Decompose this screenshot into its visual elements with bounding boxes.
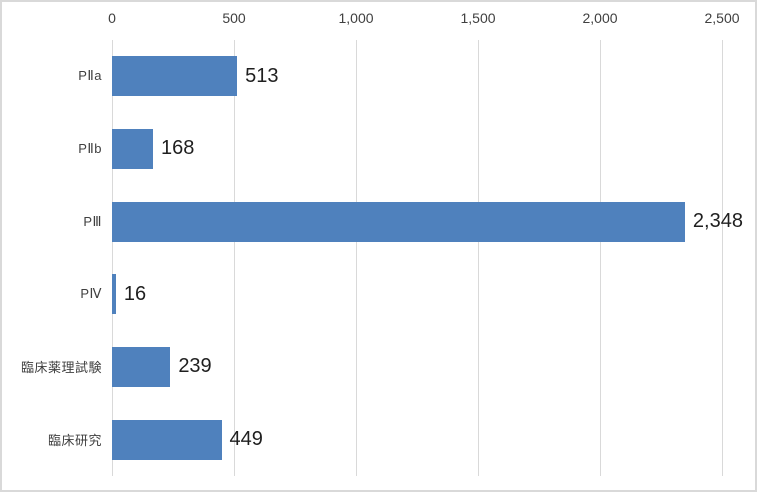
bar (112, 346, 171, 387)
plot-area: PⅡa 513 PⅡb 168 PⅢ 2,348 PⅣ 16 臨床薬理試験 239 臨床研究 449 (21, 40, 743, 476)
value-label: 449 (229, 428, 263, 451)
value-label: 239 (178, 355, 212, 378)
bar (112, 56, 238, 97)
gridline (234, 40, 235, 476)
x-tick-label: 0 (108, 10, 116, 26)
category-label: PⅣ (80, 286, 102, 302)
chart-row: 臨床研究 449 (48, 403, 722, 476)
bar (112, 419, 222, 460)
x-tick-label: 1,000 (338, 10, 374, 26)
x-tick-label: 500 (222, 10, 246, 26)
category-label: 臨床研究 (47, 433, 102, 449)
bar (112, 201, 685, 242)
x-tick-label: 2,000 (582, 10, 618, 26)
category-label: PⅢ (83, 213, 102, 229)
gridline (478, 40, 479, 476)
gridline (112, 40, 113, 476)
value-label: 168 (160, 137, 195, 160)
chart-row: PⅡb 168 (78, 113, 722, 186)
x-tick-label: 2,500 (704, 10, 740, 26)
value-label: 513 (245, 64, 279, 87)
category-label: PⅡa (78, 68, 102, 84)
x-axis: 0 500 1,000 1,500 2,000 2,500 (2, 2, 755, 38)
chart-row: PⅣ 16 (80, 258, 722, 331)
category-label: 臨床薬理試験 (20, 360, 102, 376)
x-tick-label: 1,500 (460, 10, 496, 26)
category-label: PⅡb (78, 140, 102, 156)
value-label: 2,348 (692, 210, 743, 233)
value-label: 16 (123, 282, 147, 305)
chart-row: 臨床薬理試験 239 (21, 331, 722, 404)
gridline (722, 40, 723, 476)
bar (112, 128, 153, 169)
gridline (356, 40, 357, 476)
bar (112, 274, 116, 315)
gridline (600, 40, 601, 476)
chart-row: PⅢ 2,348 (83, 185, 743, 258)
chart-row: PⅡa 513 (78, 40, 722, 113)
